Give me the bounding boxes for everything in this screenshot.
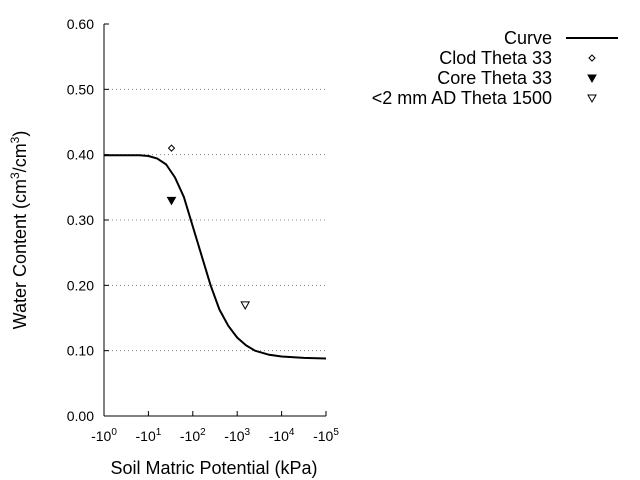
x-tick-label-exponent: 4 [289,427,295,438]
data-point [166,196,177,206]
y-tick-label: 0.20 [67,277,94,293]
x-tick-label-base: -10 [180,428,200,444]
y-tick-label: 0.10 [67,343,94,359]
x-tick-label-base: -10 [91,428,111,444]
y-axis-title-part: ) [10,131,30,137]
x-tick-label-base: -10 [313,428,333,444]
legend-label: <2 mm AD Theta 1500 [372,88,552,108]
x-tick-label: -100 [91,427,117,444]
x-tick-label-exponent: 1 [156,427,162,438]
x-tick-label: -101 [136,427,162,444]
x-tick-label: -103 [224,427,250,444]
gridlines [104,88,326,352]
data-point [240,301,251,310]
legend-label: Core Theta 33 [437,68,552,88]
x-tick-label-exponent: 3 [245,427,251,438]
curve-line [104,154,327,360]
y-axis-title: Water Content (cm3/cm3) [8,131,30,330]
x-tick-label-exponent: 0 [111,427,117,438]
y-axis-title-superscript: 3 [8,136,22,143]
y-tick-label: 0.30 [67,212,94,228]
x-tick-label-base: -10 [269,428,289,444]
x-tick-label: -105 [313,427,339,444]
legend-marker [587,74,597,84]
legend-marker [588,54,596,62]
x-tick-label-base: -10 [224,428,244,444]
x-tick-label-exponent: 5 [333,427,339,438]
data-point [167,144,176,152]
x-tick-label: -102 [180,427,206,444]
x-tick-label-exponent: 2 [200,427,206,438]
y-tick-label: 0.60 [67,16,94,32]
y-tick-label: 0.00 [67,408,94,424]
y-axis-title-part: /cm [10,143,30,172]
data-series [104,144,327,360]
legend-label: Curve [504,28,552,48]
y-tick-label: 0.50 [67,81,94,97]
legend-marker [587,94,597,104]
y-axis-title-superscript: 3 [8,172,22,179]
y-axis-title-part: Water Content (cm [10,179,30,329]
x-tick-labels: -100 -101 -102 -103 -104 -105 [91,427,339,444]
x-axis-title: Soil Matric Potential (kPa) [110,458,317,478]
x-tick-label-base: -10 [136,428,156,444]
x-tick-label: -104 [269,427,295,444]
y-tick-labels: 0.00 0.10 0.20 0.30 0.40 0.50 0.60 [67,16,94,424]
y-tick-label: 0.40 [67,147,94,163]
legend-label: Clod Theta 33 [439,48,552,68]
